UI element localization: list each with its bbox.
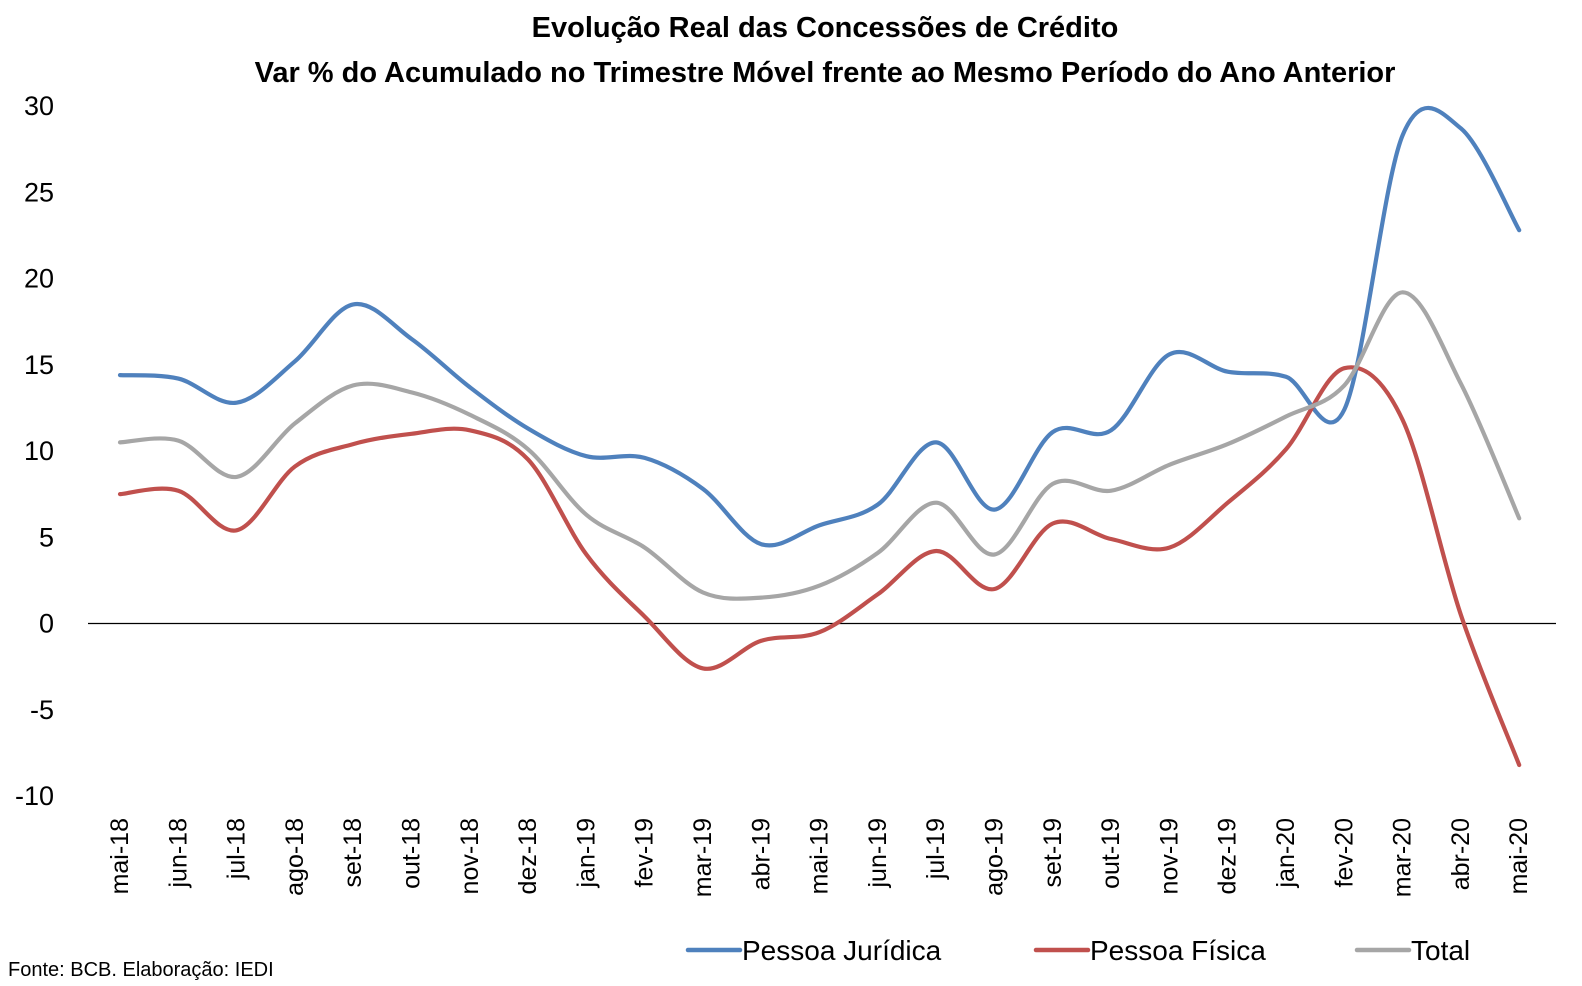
y-tick-label: 15	[24, 350, 54, 380]
y-tick-label: -5	[30, 695, 54, 725]
x-tick-label: fev-19	[631, 818, 659, 887]
x-tick-label: nov-19	[1155, 818, 1183, 894]
x-tick-label: jul-18	[223, 818, 251, 880]
x-tick-label: dez-18	[514, 818, 542, 894]
y-tick-label: 30	[24, 91, 54, 121]
x-tick-label: jun-18	[164, 818, 192, 889]
x-tick-label: fev-20	[1330, 818, 1358, 887]
legend: Pessoa Jurídica Pessoa Física Total	[685, 935, 1470, 966]
y-tick-label: 10	[24, 436, 54, 466]
x-tick-label: nov-18	[456, 818, 484, 894]
legend-label-pessoa-juridica: Pessoa Jurídica	[742, 935, 942, 966]
x-axis-ticks: mai-18 jun-18 jul-18 ago-18 set-18 out-18 nov-…	[106, 818, 1533, 897]
x-tick-label: abr-20	[1447, 818, 1475, 890]
y-tick-label: 0	[39, 609, 54, 639]
legend-label-pessoa-fisica: Pessoa Física	[1090, 935, 1266, 966]
y-tick-label: -10	[15, 781, 54, 811]
x-tick-label: jan-19	[572, 818, 600, 889]
x-tick-label: mar-19	[689, 818, 717, 897]
legend-label-total: Total	[1411, 935, 1470, 966]
x-tick-label: mai-20	[1505, 818, 1533, 894]
x-tick-label: dez-19	[1214, 818, 1242, 894]
x-tick-label: mar-20	[1389, 818, 1417, 897]
x-tick-label: mai-19	[806, 818, 834, 894]
x-tick-label: jul-19	[922, 818, 950, 880]
x-tick-label: ago-18	[281, 818, 309, 896]
x-tick-label: mai-18	[106, 818, 134, 894]
x-tick-label: abr-19	[747, 818, 775, 890]
x-tick-label: set-18	[339, 818, 367, 887]
x-tick-label: set-19	[1039, 818, 1067, 887]
x-tick-label: jun-19	[864, 818, 892, 889]
x-tick-label: jan-20	[1272, 818, 1300, 889]
series-line-total	[117, 290, 1522, 601]
y-tick-label: 25	[24, 177, 54, 207]
y-tick-label: 20	[24, 264, 54, 294]
series-line-pessoa-fisica	[117, 365, 1522, 768]
y-tick-label: 5	[39, 522, 54, 552]
series-line-pessoa-juridica	[117, 105, 1522, 548]
source-note: Fonte: BCB. Elaboração: IEDI	[8, 959, 274, 981]
x-tick-label: ago-19	[981, 818, 1009, 896]
chart-subtitle: Var % do Acumulado no Trimestre Móvel fr…	[255, 57, 1396, 89]
y-axis-ticks: 30 25 20 15 10 5 0 -5 -10	[15, 91, 54, 811]
chart-title: Evolução Real das Concessões de Crédito	[532, 12, 1119, 44]
x-tick-label: out-19	[1097, 818, 1125, 889]
x-tick-label: out-18	[398, 818, 426, 889]
series-lines	[117, 105, 1522, 768]
